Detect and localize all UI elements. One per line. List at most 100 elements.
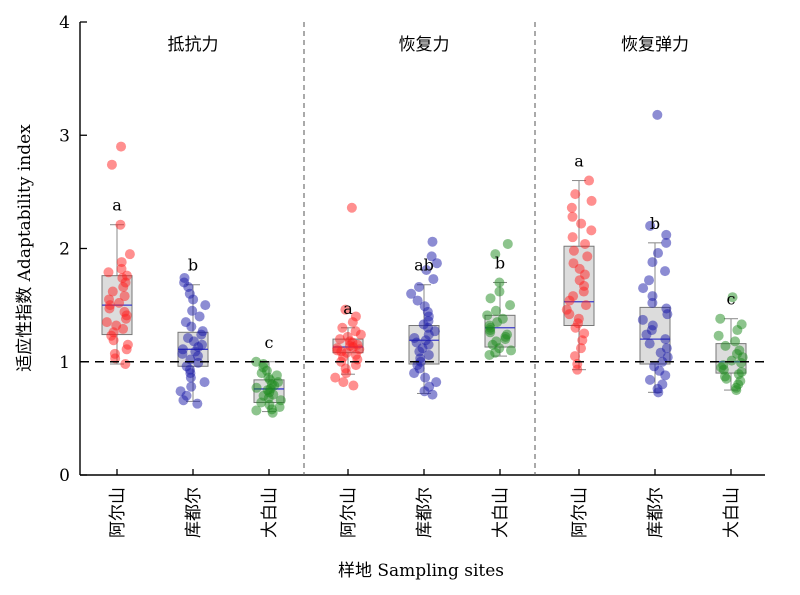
data-point	[586, 225, 597, 236]
data-point	[492, 317, 503, 328]
data-point	[567, 211, 578, 222]
data-point	[655, 347, 666, 358]
data-point	[661, 229, 672, 240]
data-point	[348, 380, 359, 391]
data-point	[185, 372, 196, 383]
data-point	[660, 370, 671, 381]
data-point	[645, 220, 656, 231]
data-point	[637, 314, 648, 325]
data-point	[494, 277, 505, 288]
data-point	[346, 202, 357, 213]
data-point	[570, 322, 581, 333]
data-point	[484, 349, 495, 360]
data-point	[661, 237, 672, 248]
data-point	[267, 407, 278, 418]
data-point	[660, 334, 671, 345]
data-point	[662, 309, 673, 320]
x-category-label: 库都尔	[646, 487, 666, 538]
y-tick-label: 1	[59, 353, 70, 373]
data-point	[107, 286, 118, 297]
x-category-label: 库都尔	[184, 487, 204, 538]
x-category-label: 阿尔山	[570, 487, 590, 538]
data-point	[114, 297, 125, 308]
data-point	[660, 266, 671, 277]
significance-letter: a	[343, 299, 353, 318]
data-point	[431, 258, 442, 269]
data-point	[726, 355, 737, 366]
significance-letter: ab	[414, 256, 434, 275]
data-point	[641, 329, 652, 340]
data-point	[485, 327, 496, 338]
significance-letter: c	[727, 290, 736, 309]
data-point	[653, 387, 664, 398]
data-point	[187, 305, 198, 316]
data-point	[494, 286, 505, 297]
data-point	[564, 295, 575, 306]
data-point	[652, 248, 663, 259]
data-point	[505, 300, 516, 311]
data-point	[186, 321, 197, 332]
data-point	[482, 310, 493, 321]
data-point	[428, 274, 439, 285]
data-point	[194, 311, 205, 322]
y-tick-label: 0	[59, 466, 70, 486]
data-point	[490, 305, 501, 316]
data-point	[101, 317, 112, 328]
data-point	[406, 288, 417, 299]
data-point	[715, 313, 726, 324]
data-point	[644, 374, 655, 385]
data-point	[251, 405, 262, 416]
data-point	[713, 330, 724, 341]
data-point	[251, 382, 262, 393]
data-point	[727, 292, 738, 303]
x-category-label: 大白山	[722, 487, 742, 538]
data-point	[347, 317, 358, 328]
data-point	[647, 297, 658, 308]
data-point	[421, 265, 432, 276]
data-point	[200, 300, 211, 311]
data-point	[582, 251, 593, 262]
data-point	[188, 294, 199, 305]
data-point	[104, 303, 115, 314]
data-point	[572, 364, 583, 375]
data-point	[644, 275, 655, 286]
data-point	[106, 159, 117, 170]
data-point	[568, 245, 579, 256]
y-tick-label: 2	[59, 240, 70, 260]
data-point	[567, 232, 578, 243]
data-point	[644, 338, 655, 349]
data-point	[427, 389, 438, 400]
data-point	[334, 334, 345, 345]
data-point	[103, 267, 114, 278]
data-point	[732, 325, 743, 336]
significance-letter: b	[650, 214, 660, 233]
data-point	[423, 349, 434, 360]
x-category-label: 大白山	[260, 487, 280, 538]
data-point	[485, 293, 496, 304]
significance-letter: b	[188, 256, 198, 275]
significance-letter: b	[495, 253, 505, 272]
x-category-label: 阿尔山	[108, 487, 128, 538]
data-point	[420, 372, 431, 383]
data-point	[566, 202, 577, 213]
x-axis-title: 样地 Sampling sites	[338, 561, 504, 581]
data-point	[426, 251, 437, 262]
data-point	[110, 353, 121, 364]
data-point	[576, 343, 587, 354]
data-point	[578, 286, 589, 297]
data-point	[193, 357, 204, 368]
data-point	[730, 336, 741, 347]
x-category-label: 阿尔山	[339, 487, 359, 538]
data-point	[116, 141, 127, 152]
data-point	[584, 175, 595, 186]
data-point	[577, 335, 588, 346]
data-point	[120, 359, 131, 370]
data-point	[731, 385, 742, 396]
data-point	[720, 340, 731, 351]
data-point	[338, 377, 349, 388]
data-point	[355, 329, 366, 340]
data-point	[580, 238, 591, 249]
data-point	[119, 291, 130, 302]
y-axis-title: 适应性指数 Adaptability index	[15, 124, 35, 372]
